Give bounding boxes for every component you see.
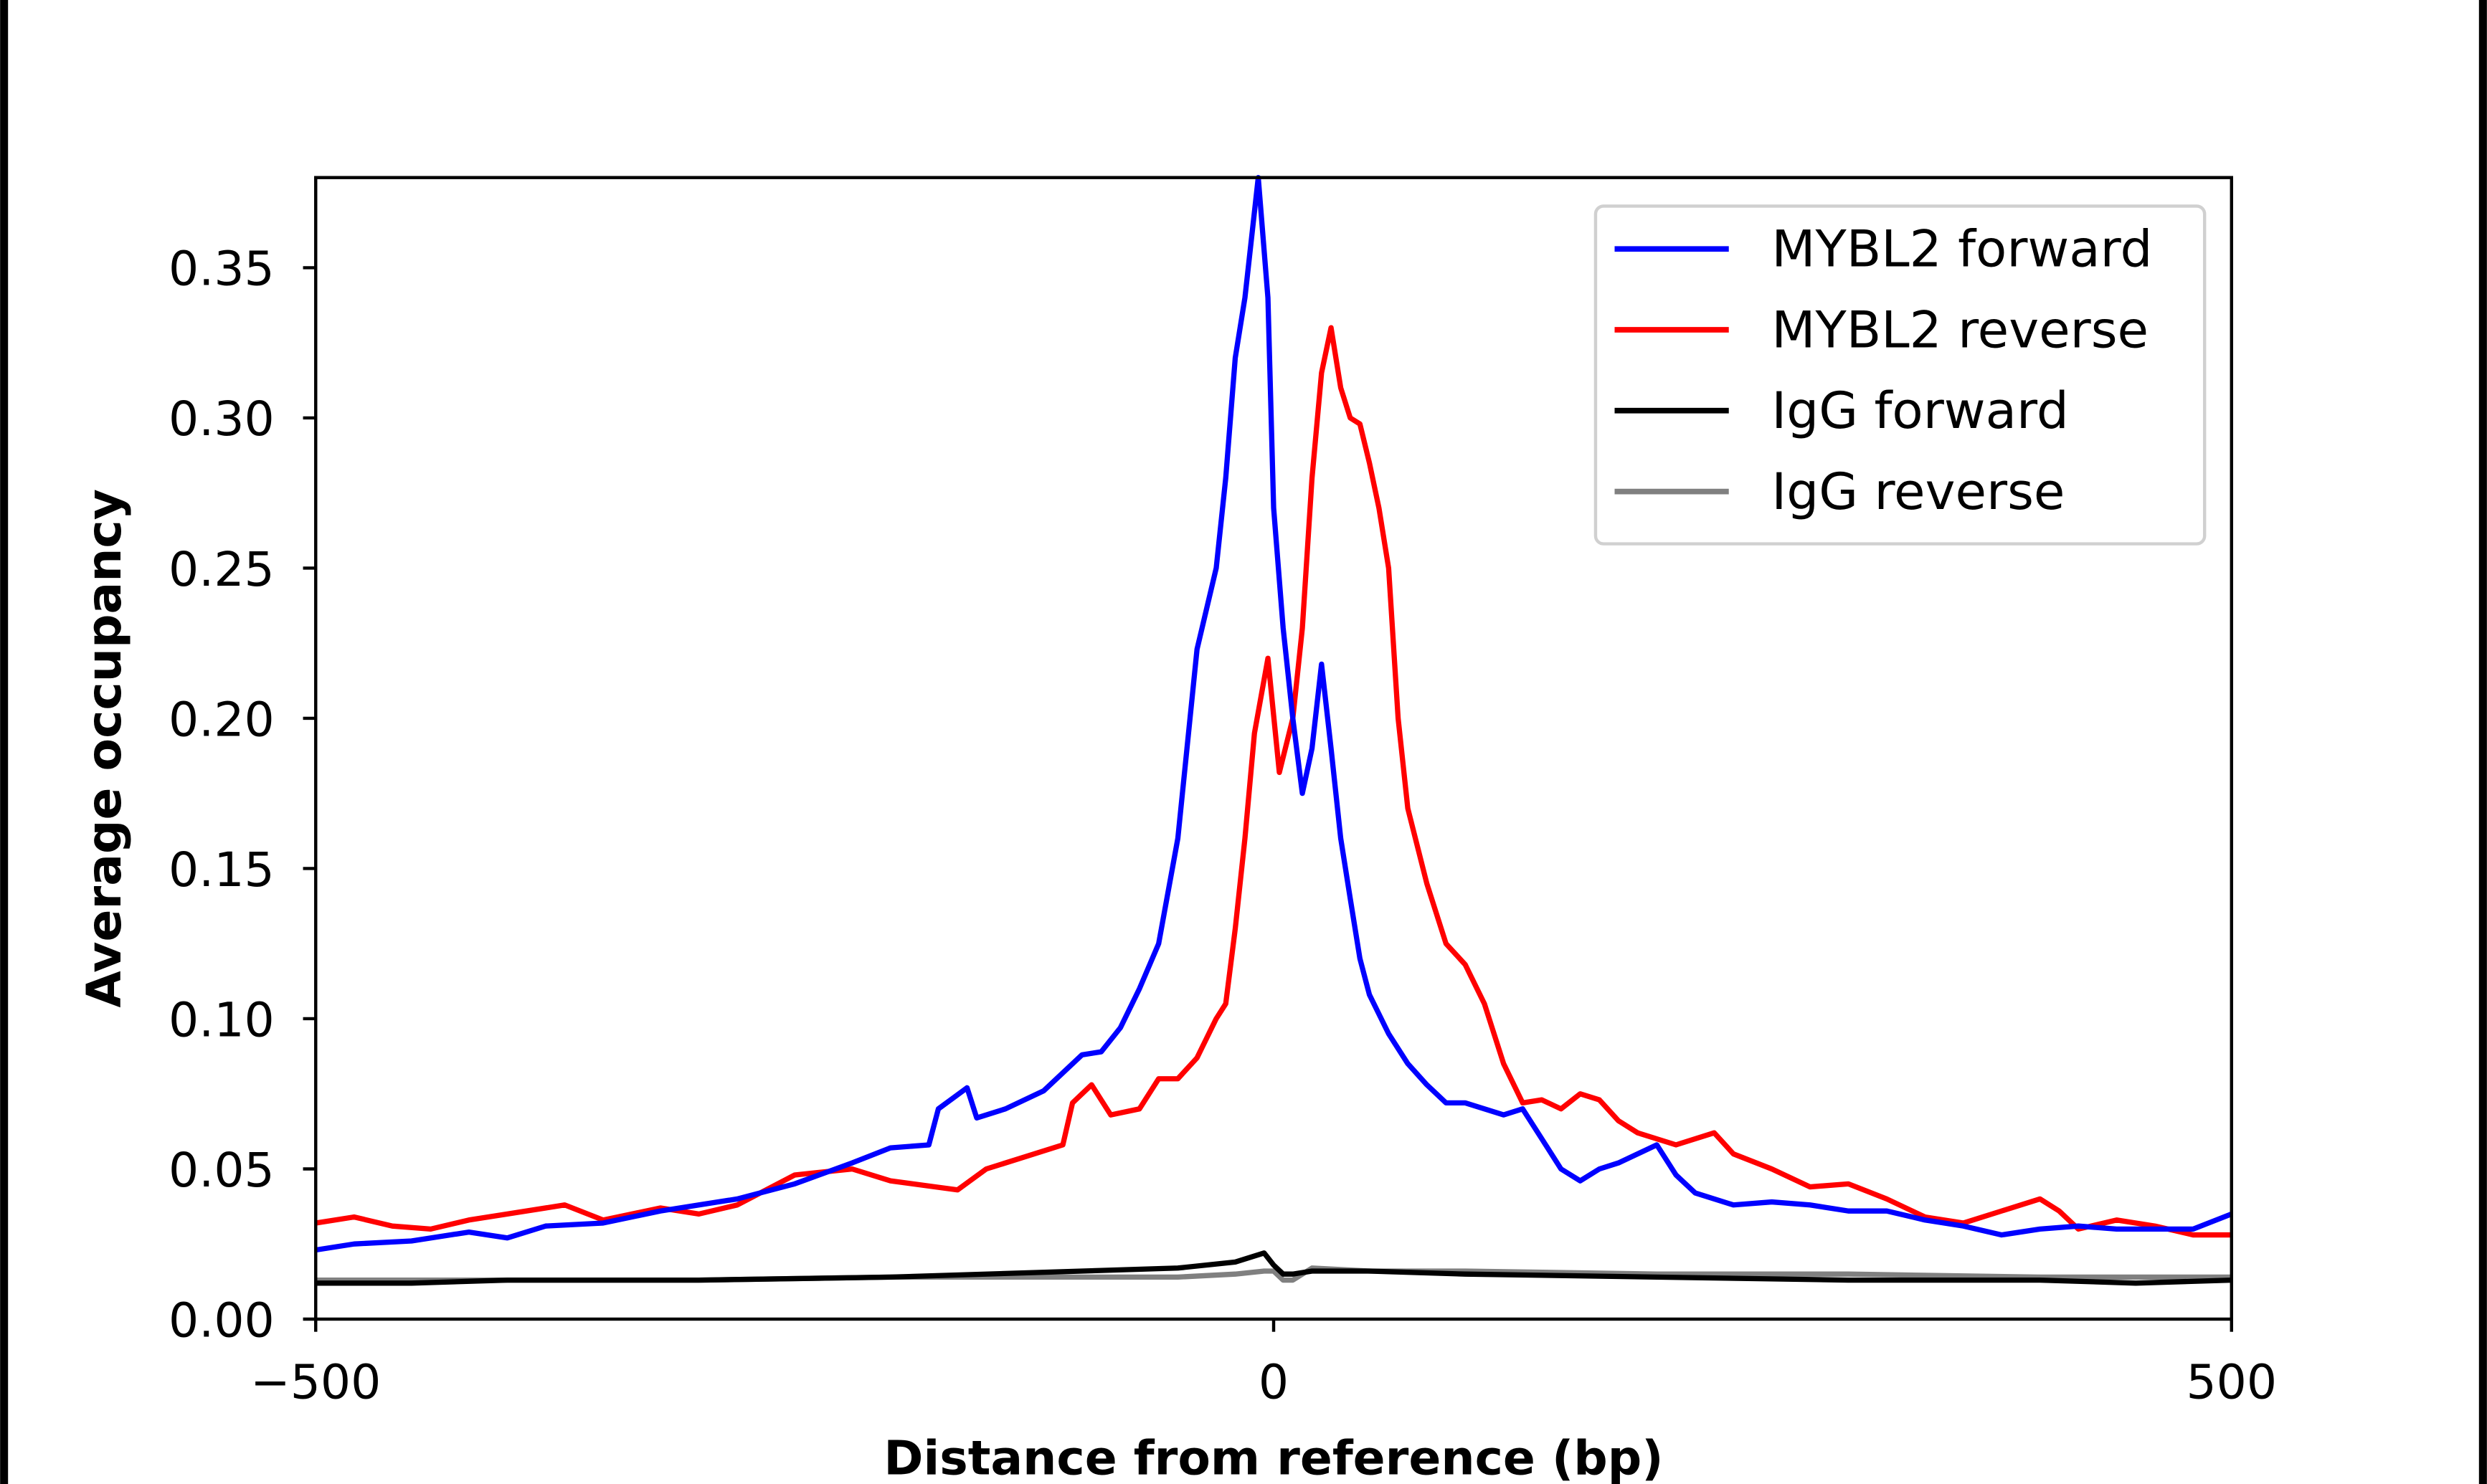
y-tick-label: 0.00 — [169, 1292, 275, 1348]
y-tick-label: 0.35 — [169, 241, 275, 297]
left-edge-bar — [0, 0, 9, 1484]
y-tick-label: 0.30 — [169, 391, 275, 447]
y-tick-label: 0.05 — [169, 1142, 275, 1198]
y-tick-label: 0.25 — [169, 541, 275, 597]
y-tick-label: 0.15 — [169, 842, 275, 898]
x-axis-label: Distance from reference (bp) — [884, 1430, 1663, 1484]
right-edge-bar — [2478, 0, 2487, 1484]
ticks: −500 0 500 0.00 0.05 0.10 0.15 0.20 0.25 0.30 0.35 — [169, 241, 2277, 1410]
series-line-mybl2-forward — [315, 175, 2233, 1253]
legend-label: MYBL2 forward — [1771, 219, 2152, 279]
y-tick-label: 0.10 — [169, 991, 275, 1047]
legend-box — [1593, 204, 2207, 546]
y-axis-label: Average occupancy — [76, 489, 132, 1008]
x-tick-label: 0 — [1259, 1354, 1289, 1410]
x-tick-label: −500 — [250, 1354, 381, 1410]
legend-label: IgG reverse — [1771, 462, 2065, 521]
series-line-igg-forward — [316, 1250, 2232, 1286]
series-line-mybl2-reverse — [315, 325, 2232, 1238]
y-tick-label: 0.20 — [169, 691, 275, 747]
axes-frame — [314, 176, 2234, 1321]
x-tick-label: 500 — [2186, 1354, 2277, 1410]
legend-label: IgG forward — [1771, 381, 2068, 440]
legend: MYBL2 forward MYBL2 reverse IgG forward IgG… — [1593, 204, 2207, 546]
plot-area — [315, 175, 2233, 1286]
legend-label: MYBL2 reverse — [1771, 300, 2149, 359]
